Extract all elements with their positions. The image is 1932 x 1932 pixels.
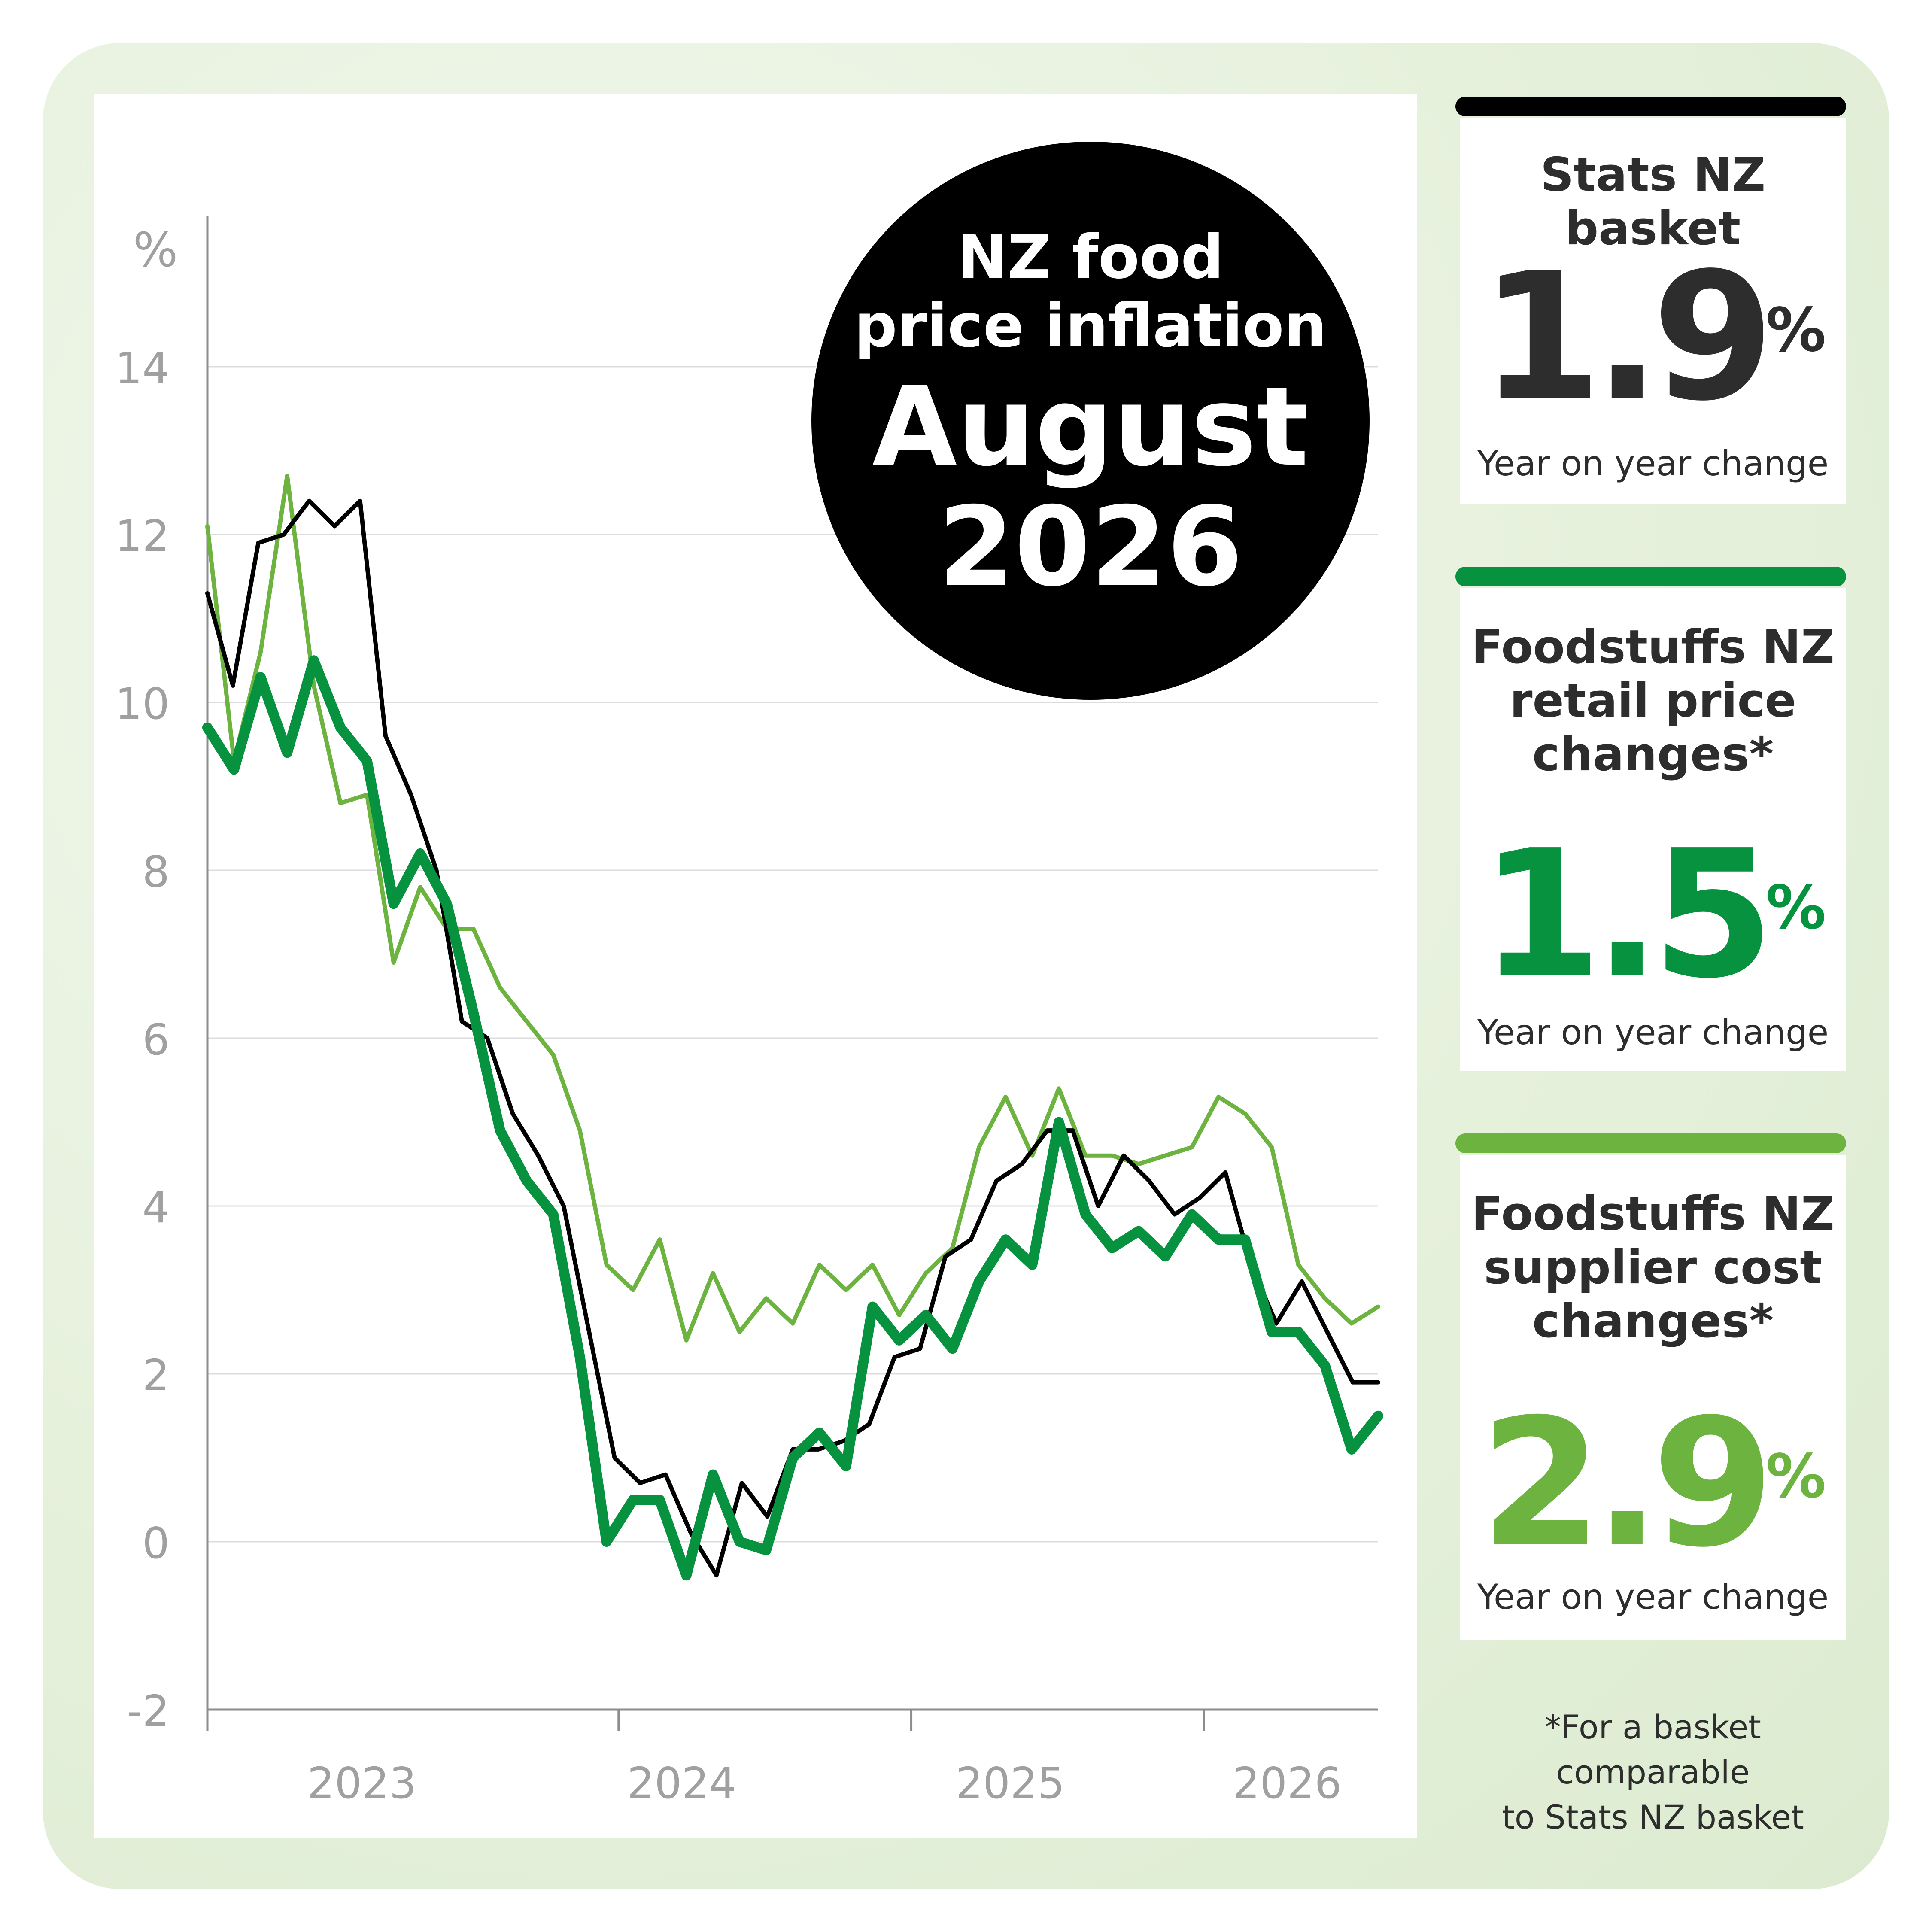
stat-label-line-3: changes* [1532, 728, 1774, 781]
stat-caption: Year on year change [1477, 444, 1829, 483]
title-month: August [872, 363, 1309, 491]
retail-price-bar [1455, 567, 1846, 586]
title-line-2: price inflation [854, 291, 1327, 361]
x-tick-label: 2025 [956, 1758, 1065, 1808]
y-tick-label: 12 [115, 511, 170, 561]
footnote-line-1: *For a basket comparable [1545, 1708, 1761, 1791]
y-tick-label: -2 [127, 1686, 170, 1736]
stat-number: 1.5 [1479, 812, 1774, 1017]
stat-label-line-1: Foodstuffs NZ [1471, 620, 1835, 674]
stat-caption: Year on year change [1477, 1012, 1829, 1052]
y-tick-label: 14 [115, 343, 170, 393]
stat-percent-sign: % [1766, 1442, 1826, 1512]
title-badge: NZ food price inflation August 2026 [811, 142, 1370, 700]
stat-card-supplier: Foodstuffs NZ supplier cost changes* 2.9… [1460, 1155, 1846, 1640]
series-line-2 [205, 498, 1380, 1578]
stat-label-line-1: Foodstuffs NZ [1471, 1187, 1835, 1241]
series-line-1 [205, 474, 1380, 1343]
stat-value: 1.5% [1460, 824, 1846, 1005]
stat-caption: Year on year change [1477, 1577, 1829, 1617]
stats-nz-bar [1455, 97, 1846, 116]
axes: % -2 0 2 4 6 8 10 12 14 2023 2024 2025 2026 [115, 216, 1378, 1808]
supplier-cost-bar [1455, 1133, 1846, 1153]
y-tick-label: 0 [142, 1518, 170, 1568]
footnote: *For a basket comparable to Stats NZ bas… [1455, 1704, 1850, 1840]
y-axis-unit-label: % [133, 222, 178, 277]
stat-value: 2.9% [1460, 1393, 1846, 1574]
stat-label-line-2: retail price [1510, 674, 1796, 728]
stat-label-line-3: changes* [1532, 1294, 1774, 1348]
footnote-line-2: to Stats NZ basket [1502, 1798, 1804, 1836]
stat-number: 2.9 [1479, 1381, 1774, 1586]
title-year: 2026 [938, 483, 1243, 611]
x-tick-label: 2024 [627, 1758, 737, 1808]
y-tick-label: 6 [142, 1015, 170, 1065]
stat-label-line-2: supplier cost [1483, 1241, 1823, 1294]
series-lines [202, 474, 1383, 1581]
stat-percent-sign: % [1766, 295, 1826, 365]
stat-card-stats-nz: Stats NZ basket 1.9% Year on year change [1460, 118, 1846, 504]
stat-number: 1.9 [1479, 234, 1774, 440]
y-tick-label: 4 [142, 1182, 170, 1233]
y-tick-label: 10 [115, 679, 170, 729]
stat-card-retail: Foodstuffs NZ retail price changes* 1.5%… [1460, 588, 1846, 1071]
x-tick-label: 2023 [307, 1758, 417, 1808]
stat-value: 1.9% [1460, 247, 1846, 427]
title-line-1: NZ food [957, 222, 1224, 292]
x-tick-label: 2026 [1233, 1758, 1342, 1808]
y-tick-label: 2 [142, 1350, 170, 1400]
y-tick-label: 8 [142, 847, 170, 897]
stat-label: Stats NZ basket [1540, 148, 1766, 255]
stat-percent-sign: % [1766, 873, 1826, 943]
series-line-3 [202, 655, 1383, 1581]
